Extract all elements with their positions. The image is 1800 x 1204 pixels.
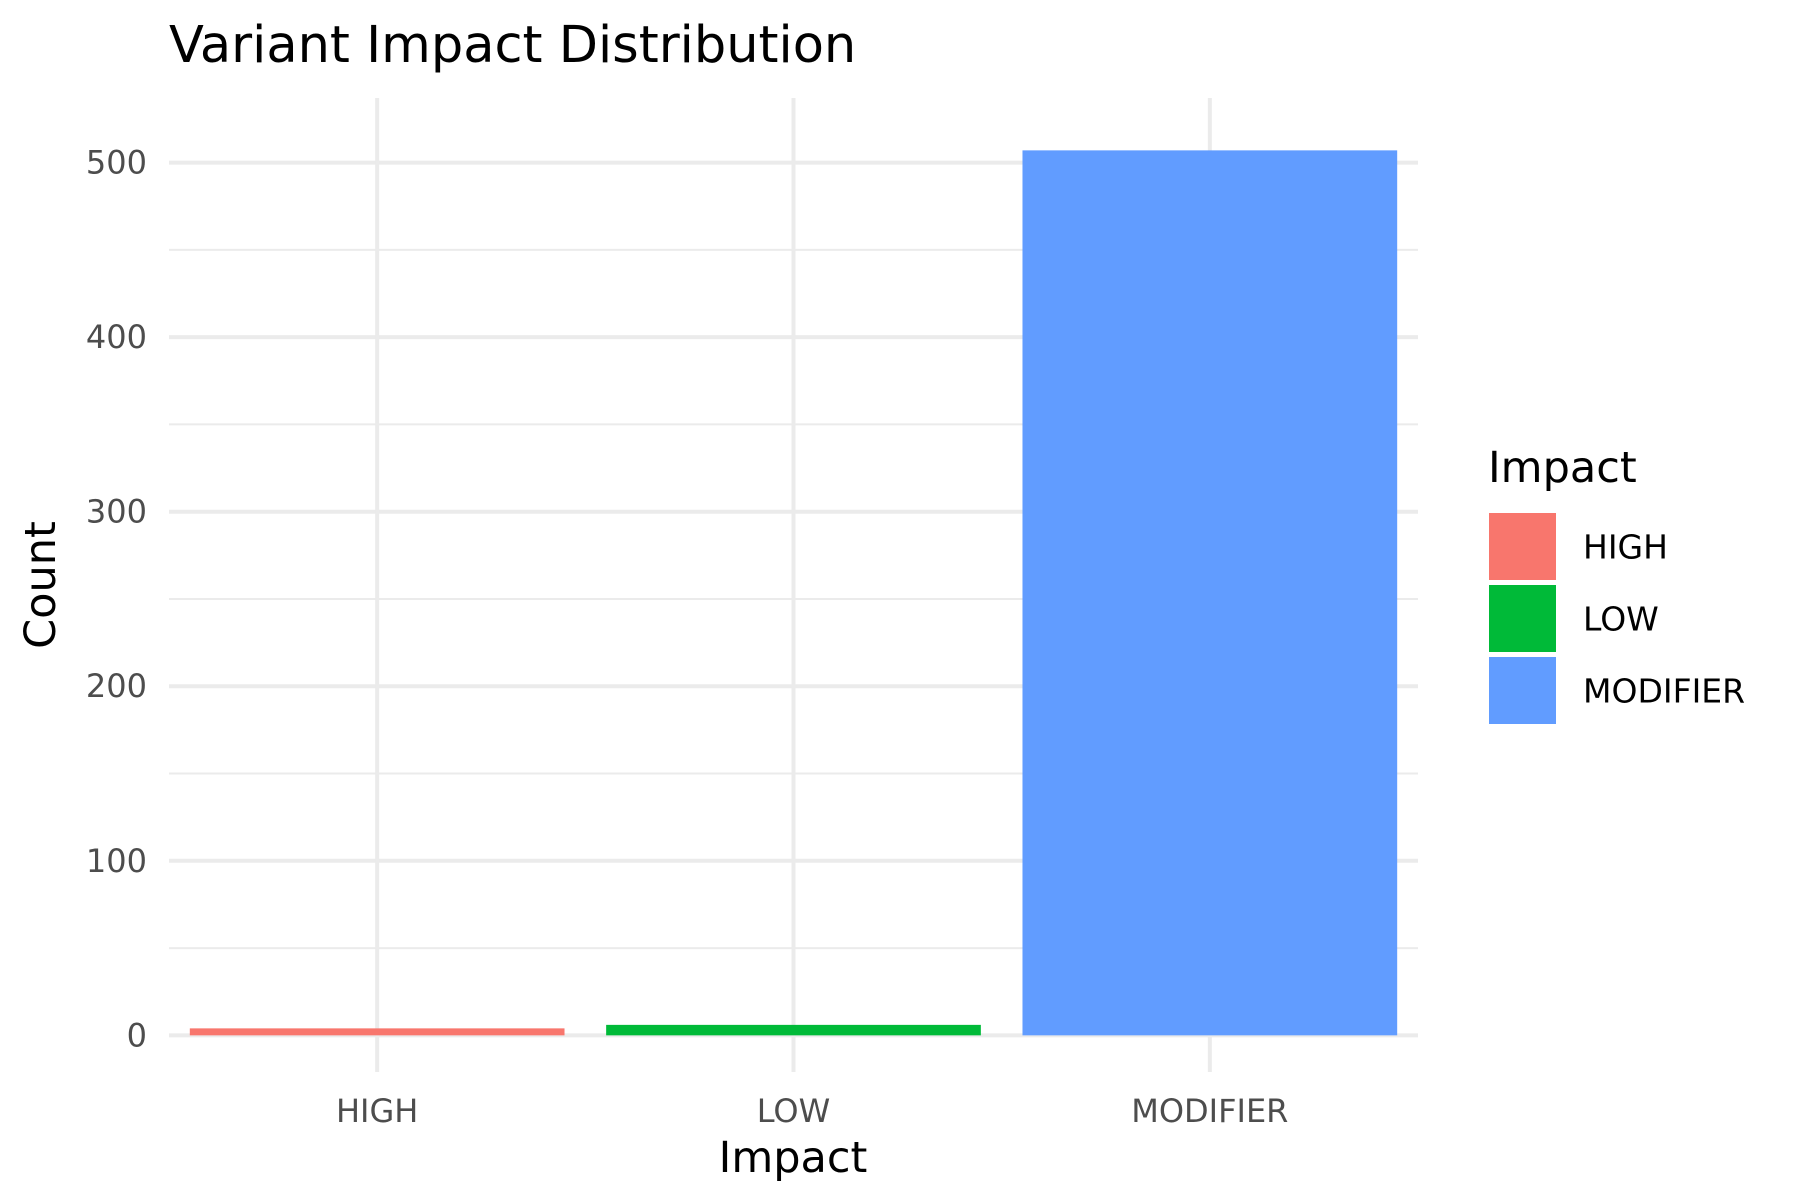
y-tick-label: 300	[86, 493, 147, 531]
bar-modifier	[1022, 150, 1398, 1036]
x-tick-label: HIGH	[336, 1092, 418, 1130]
x-axis-tick-labels: HIGH LOW MODIFIER	[336, 1092, 1288, 1130]
legend: Impact HIGH LOW MODIFIER	[1488, 443, 1745, 724]
y-tick-label: 0	[127, 1016, 147, 1054]
legend-label: LOW	[1583, 600, 1659, 639]
legend-key-low	[1489, 585, 1556, 652]
bar-low	[606, 1024, 981, 1036]
y-tick-label: 100	[86, 842, 147, 880]
bar-high	[189, 1028, 565, 1036]
legend-key-high	[1489, 513, 1556, 580]
x-axis-title: Impact	[719, 1133, 868, 1183]
y-tick-label: 500	[86, 144, 147, 182]
chart-title: Variant Impact Distribution	[169, 16, 856, 75]
x-tick-label: MODIFIER	[1131, 1092, 1288, 1130]
y-tick-label: 400	[86, 318, 147, 356]
legend-title: Impact	[1488, 443, 1637, 493]
y-axis-title: Count	[16, 521, 66, 649]
legend-label: HIGH	[1583, 528, 1668, 567]
y-axis-tick-labels: 0 100 200 300 400 500	[86, 144, 147, 1055]
legend-key-modifier	[1489, 657, 1556, 724]
x-tick-label: LOW	[757, 1092, 831, 1130]
y-tick-label: 200	[86, 667, 147, 705]
bars-group	[189, 150, 1398, 1036]
legend-label: MODIFIER	[1583, 672, 1745, 711]
legend-items: HIGH LOW MODIFIER	[1489, 513, 1745, 724]
